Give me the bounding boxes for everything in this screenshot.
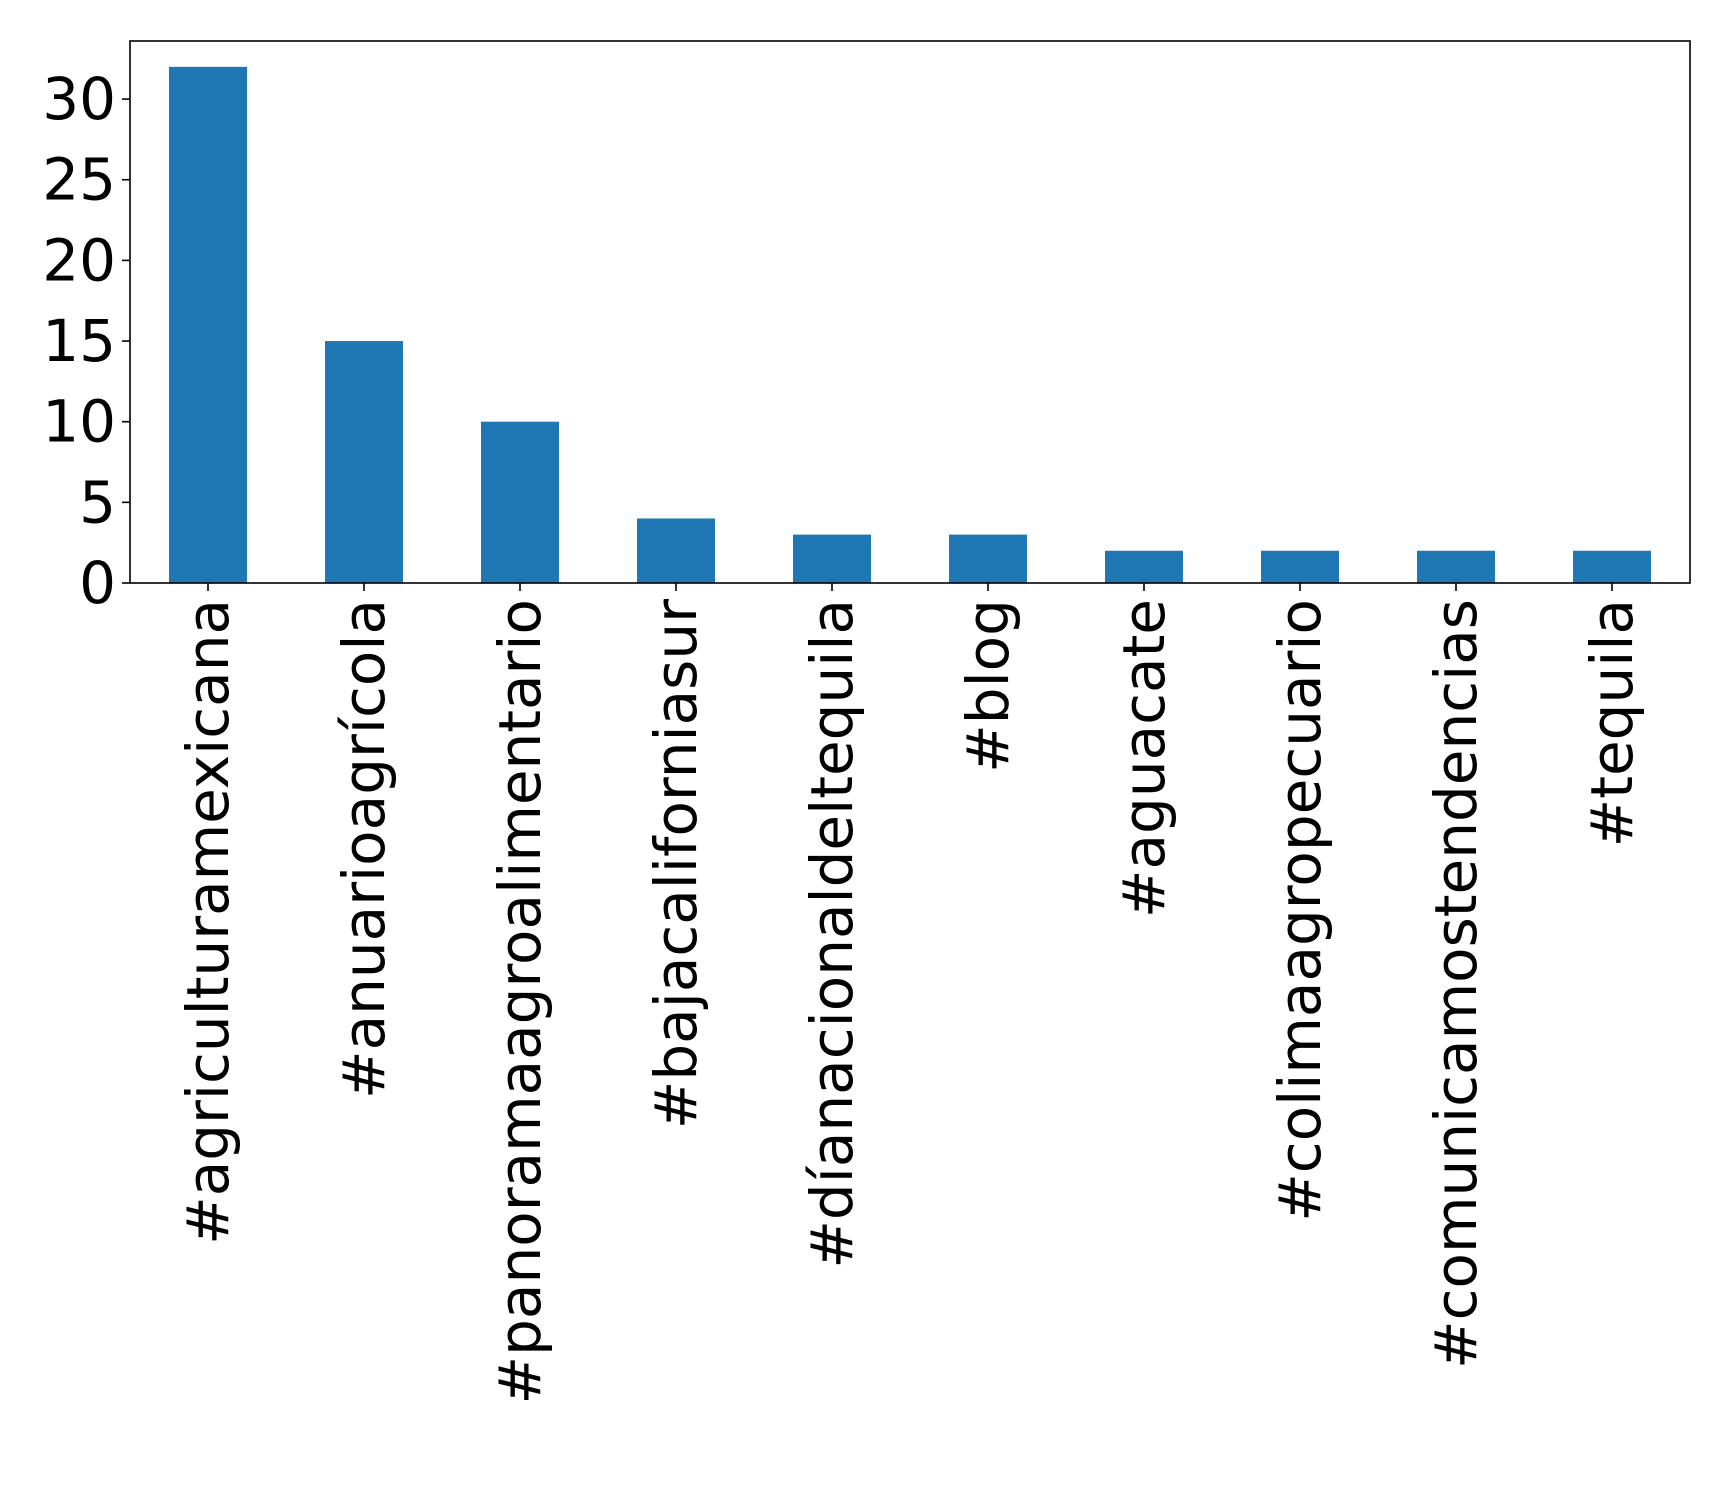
y-tick-label-3: 15 <box>42 307 116 375</box>
x-tick-label-9: #tequila <box>1578 599 1646 847</box>
y-tick-label-6: 30 <box>42 65 116 133</box>
bar-2 <box>481 421 559 583</box>
bar-1 <box>325 341 403 583</box>
x-axis: #agriculturamexicana #anuarioagrícola #pan… <box>174 583 1646 1405</box>
y-tick-label-2: 10 <box>42 388 116 456</box>
y-tick-label-0: 0 <box>79 549 116 617</box>
bar-3 <box>637 518 715 583</box>
bar-8 <box>1417 550 1495 583</box>
y-tick-label-1: 5 <box>79 468 116 536</box>
y-tick-label-4: 20 <box>42 226 116 294</box>
y-tick-label-5: 25 <box>42 146 116 214</box>
bar-7 <box>1261 550 1339 583</box>
x-tick-label-3: #bajacaliforniasur <box>642 599 710 1129</box>
bar-6 <box>1105 550 1183 583</box>
x-tick-label-1: #anuarioagrícola <box>330 599 398 1099</box>
x-tick-label-4: #díanacionaldeltequila <box>798 599 866 1269</box>
x-tick-label-2: #panoramaagroalimentario <box>486 599 554 1405</box>
bar-4 <box>793 534 871 583</box>
y-axis: 0 5 10 15 20 25 30 <box>42 65 130 617</box>
x-tick-label-6: #aguacate <box>1110 599 1178 918</box>
x-tick-label-7: #colimaagropecuario <box>1266 599 1334 1222</box>
bar-5 <box>949 534 1027 583</box>
x-tick-label-0: #agriculturamexicana <box>174 599 242 1245</box>
x-tick-label-8: #comunicamostendencias <box>1422 599 1490 1369</box>
x-tick-label-5: #blog <box>954 599 1022 773</box>
bar-0 <box>169 66 247 584</box>
bars-layer <box>169 66 1651 584</box>
bar-9 <box>1573 550 1651 583</box>
plot-frame <box>129 40 1691 584</box>
